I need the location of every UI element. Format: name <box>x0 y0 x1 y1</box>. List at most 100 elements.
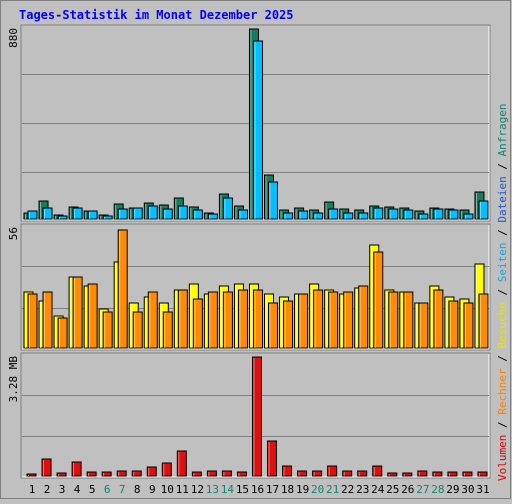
x-tick-label: 24 <box>371 483 385 496</box>
bar-rechner-6 <box>102 311 113 349</box>
bar-dateien-11 <box>177 205 188 220</box>
bar-volumen-3 <box>56 472 67 477</box>
y-max-label: 880 <box>7 28 20 48</box>
bar-dateien-19 <box>298 210 309 220</box>
bar-volumen-6 <box>101 471 112 477</box>
bar-dateien-17 <box>268 181 279 220</box>
x-tick-label: 13 <box>206 483 219 496</box>
bar-dateien-28 <box>433 208 444 220</box>
bar-dateien-7 <box>117 208 128 220</box>
bar-dateien-9 <box>147 205 158 220</box>
bar-dateien-15 <box>237 209 248 220</box>
bar-volumen-28 <box>432 471 443 477</box>
x-tick-label: 1 <box>29 483 36 496</box>
legend-separator: / <box>496 282 509 302</box>
x-tick-label: 3 <box>59 483 66 496</box>
x-tick-label: 31 <box>476 483 489 496</box>
bar-volumen-12 <box>191 471 202 477</box>
bar-dateien-27 <box>418 213 429 220</box>
bar-volumen-8 <box>131 470 142 477</box>
bar-dateien-18 <box>283 212 294 220</box>
bar-volumen-25 <box>387 472 398 477</box>
bar-dateien-8 <box>132 207 143 220</box>
bar-volumen-18 <box>282 465 293 477</box>
x-tick-label: 4 <box>74 483 81 496</box>
panel-1: 880 <box>7 24 491 222</box>
x-tick-label: 27 <box>416 483 429 496</box>
bar-volumen-17 <box>267 440 278 477</box>
bar-volumen-2 <box>41 458 52 477</box>
bar-volumen-9 <box>146 466 157 477</box>
x-tick-label: 25 <box>386 483 399 496</box>
bar-volumen-20 <box>312 470 323 477</box>
bar-dateien-30 <box>463 213 474 220</box>
bar-rechner-9 <box>147 291 158 349</box>
bar-volumen-19 <box>297 470 308 477</box>
bar-volumen-27 <box>417 470 428 477</box>
bar-rechner-28 <box>433 289 444 349</box>
bar-rechner-17 <box>268 302 279 349</box>
bar-dateien-23 <box>358 212 369 220</box>
x-tick-label: 9 <box>149 483 156 496</box>
bar-volumen-5 <box>86 471 97 477</box>
bar-volumen-23 <box>357 470 368 477</box>
bar-rechner-16 <box>252 289 263 349</box>
bar-volumen-14 <box>221 470 232 477</box>
bar-dateien-2 <box>42 207 53 220</box>
bar-dateien-12 <box>192 209 203 220</box>
x-tick-label: 8 <box>134 483 141 496</box>
bar-rechner-13 <box>207 291 218 349</box>
bar-rechner-14 <box>222 291 233 349</box>
bar-volumen-4 <box>71 461 82 477</box>
bar-rechner-20 <box>313 289 324 349</box>
x-tick-label: 22 <box>341 483 354 496</box>
x-tick-label: 23 <box>356 483 369 496</box>
x-tick-label: 21 <box>326 483 339 496</box>
bar-rechner-3 <box>57 317 68 349</box>
bar-volumen-16 <box>251 356 262 477</box>
x-tick-label: 17 <box>266 483 279 496</box>
bar-rechner-10 <box>162 311 173 349</box>
legend: Volumen / Rechner / Besuche / Seiten / D… <box>496 103 509 481</box>
x-tick-label: 10 <box>161 483 174 496</box>
bar-dateien-5 <box>87 210 98 220</box>
legend-item-anfragen: Anfragen <box>496 103 509 156</box>
bar-dateien-3 <box>57 215 68 220</box>
y-max-label: 56 <box>7 227 20 240</box>
bar-rechner-21 <box>328 291 339 349</box>
x-tick-label: 19 <box>296 483 309 496</box>
x-tick-label: 16 <box>251 483 264 496</box>
bar-volumen-26 <box>402 472 413 477</box>
bar-dateien-25 <box>388 208 399 220</box>
chart-title: Tages-Statistik im Monat Dezember 2025 <box>19 8 294 22</box>
bar-dateien-6 <box>102 215 113 220</box>
bar-dateien-20 <box>313 212 324 220</box>
bar-dateien-22 <box>343 212 354 220</box>
bar-volumen-11 <box>176 450 187 477</box>
x-tick-label: 28 <box>431 483 444 496</box>
panel-2: 56 <box>7 223 491 351</box>
x-tick-label: 15 <box>236 483 249 496</box>
bar-dateien-26 <box>403 209 414 220</box>
bar-rechner-26 <box>403 291 414 349</box>
x-tick-label: 14 <box>221 483 235 496</box>
y-max-label: 3.28 MB <box>7 356 20 403</box>
bar-rechner-25 <box>388 291 399 349</box>
bar-dateien-29 <box>448 209 459 220</box>
legend-separator: / <box>496 156 509 176</box>
bar-volumen-7 <box>116 470 127 477</box>
bar-rechner-18 <box>283 300 294 349</box>
bar-dateien-16 <box>252 40 263 220</box>
bar-dateien-31 <box>478 200 489 220</box>
bar-rechner-7 <box>117 229 128 349</box>
bar-dateien-4 <box>72 207 83 220</box>
panel-3: 3.28 MB <box>7 352 491 479</box>
bar-dateien-24 <box>373 207 384 220</box>
bar-dateien-14 <box>222 197 233 220</box>
x-tick-label: 18 <box>281 483 294 496</box>
x-tick-label: 29 <box>446 483 459 496</box>
x-tick-label: 12 <box>191 483 204 496</box>
legend-item-seiten: Seiten <box>496 243 509 283</box>
x-tick-label: 20 <box>311 483 324 496</box>
